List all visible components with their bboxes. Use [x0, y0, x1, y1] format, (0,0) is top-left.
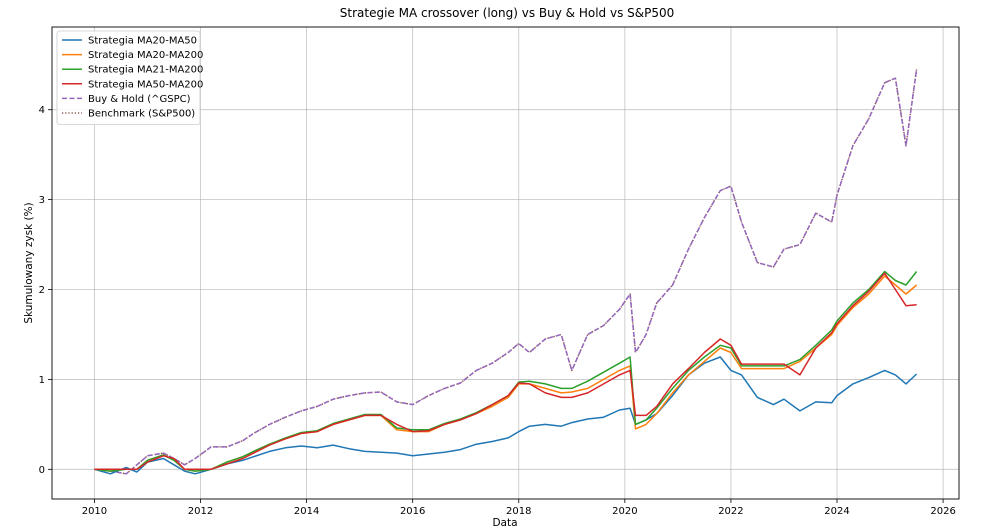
x-axis-ticks: 2010 2012 2014 2016 2018 2020 2022 2024 2026 [82, 499, 956, 517]
grid [52, 27, 959, 499]
plot-lines [94, 69, 918, 475]
y-axis-label: Skumulowany zysk (%) [23, 202, 35, 323]
y-tick-label: 0 [39, 465, 45, 476]
y-tick-label: 3 [39, 195, 45, 206]
x-tick-label: 2018 [506, 506, 531, 517]
series-line [94, 69, 918, 475]
legend-label: Strategia MA20-MA50 [88, 36, 197, 47]
y-tick-label: 4 [39, 105, 45, 116]
legend-label: Strategia MA21-MA200 [88, 65, 203, 76]
x-tick-label: 2012 [188, 506, 213, 517]
y-tick-label: 2 [39, 285, 45, 296]
legend-label: Strategia MA50-MA200 [88, 79, 203, 90]
chart-title: Strategie MA crossover (long) vs Buy & H… [340, 6, 675, 20]
legend-label: Benchmark (S&P500) [88, 109, 195, 120]
y-axis-ticks: 0 1 2 3 4 [39, 105, 52, 476]
x-tick-label: 2014 [294, 506, 319, 517]
x-tick-label: 2024 [824, 506, 849, 517]
x-axis-label: Data [492, 517, 517, 529]
x-tick-label: 2020 [612, 506, 637, 517]
y-tick-label: 1 [39, 375, 45, 386]
series-line [94, 270, 918, 472]
series-line [94, 272, 917, 471]
legend-box [56, 30, 201, 125]
legend-label: Buy & Hold (^GSPC) [88, 94, 191, 105]
x-tick-label: 2022 [718, 506, 743, 517]
legend: Strategia MA20-MA50 Strategia MA20-MA200 S… [56, 30, 203, 125]
legend-label: Strategia MA20-MA200 [88, 50, 203, 61]
x-tick-label: 2026 [930, 506, 955, 517]
x-tick-label: 2016 [400, 506, 425, 517]
x-tick-label: 2010 [82, 506, 107, 517]
plot-frame [51, 26, 960, 500]
